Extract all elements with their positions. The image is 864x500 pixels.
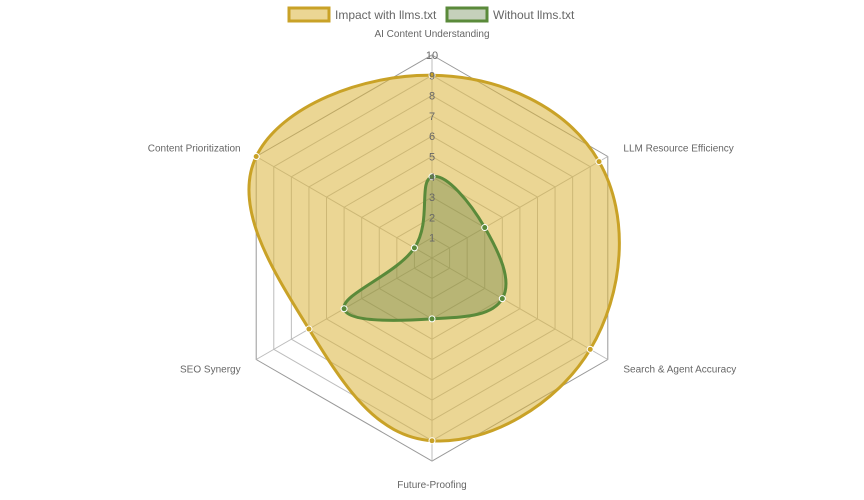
data-point[interactable] (305, 325, 313, 333)
tick-label: 10 (426, 50, 438, 62)
axis-label: Content Prioritization (148, 144, 241, 155)
legend-label-with: Impact with llms.txt (335, 8, 437, 22)
legend-swatch-without (445, 6, 489, 23)
data-point[interactable] (410, 244, 418, 252)
legend-item-with[interactable]: Impact with llms.txt (287, 6, 437, 23)
radar-axis-labels: AI Content Understanding LLM Resource Eff… (148, 29, 736, 491)
tick-label: 4 (429, 172, 435, 184)
series-with-llms (247, 71, 621, 445)
tick-label: 6 (429, 131, 435, 143)
chart-legend: Impact with llms.txt Without llms.txt (287, 6, 575, 23)
data-point[interactable] (340, 305, 348, 313)
data-point[interactable] (428, 315, 436, 323)
axis-label: Future-Proofing (397, 480, 466, 491)
data-point[interactable] (252, 153, 260, 160)
data-point[interactable] (498, 295, 506, 303)
legend-label-without: Without llms.txt (493, 8, 575, 22)
tick-label: 7 (429, 111, 435, 123)
legend-swatch-with (287, 6, 331, 23)
data-point[interactable] (586, 345, 594, 353)
tick-label: 8 (429, 91, 435, 103)
series-without-llms (340, 173, 508, 323)
axis-label: SEO Synergy (180, 365, 241, 376)
data-point[interactable] (481, 224, 489, 232)
legend-item-without[interactable]: Without llms.txt (445, 6, 575, 23)
tick-label: 5 (429, 152, 435, 164)
tick-label: 9 (429, 70, 435, 82)
axis-label: AI Content Understanding (374, 29, 489, 40)
tick-label: 3 (429, 192, 435, 204)
radar-series (247, 71, 621, 445)
axis-label: LLM Resource Efficiency (623, 144, 733, 155)
radar-tick-labels: 1 2 3 4 5 6 7 8 9 10 (426, 50, 438, 245)
data-point[interactable] (428, 71, 436, 79)
data-point[interactable] (428, 173, 436, 181)
axis-label: Search & Agent Accuracy (623, 365, 736, 376)
tick-label: 1 (429, 233, 435, 245)
tick-label: 2 (429, 212, 435, 224)
data-point[interactable] (595, 158, 603, 166)
data-point[interactable] (428, 437, 436, 445)
